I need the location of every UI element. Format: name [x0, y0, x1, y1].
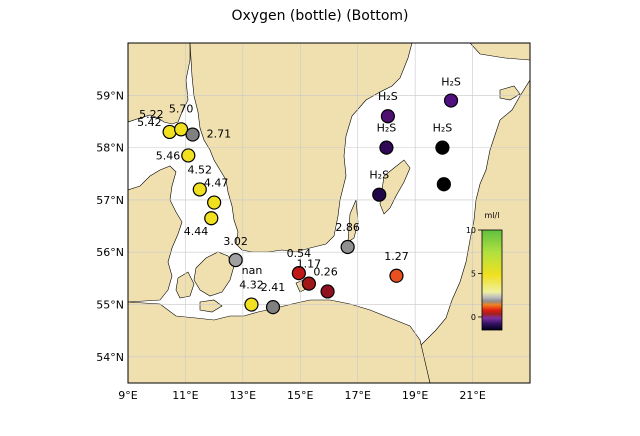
lat-tick-label: 56°N — [96, 246, 124, 259]
lon-tick-label: 9°E — [118, 389, 137, 402]
station-value-label: 5.70 — [169, 102, 194, 115]
lon-tick-label: 13°E — [230, 389, 256, 402]
station-marker[interactable] — [301, 276, 316, 291]
land-oland — [347, 199, 359, 243]
station-marker[interactable] — [181, 148, 196, 163]
lat-tick-label: 59°N — [96, 89, 124, 102]
station-value-label: 4.44 — [184, 225, 209, 238]
tick-labels: 9°E 11°E 13°E 15°E 17°E 19°E 21°E 54°N 55°N 56°N 5… — [96, 89, 486, 402]
station-marker[interactable] — [320, 284, 335, 299]
land-norway — [128, 43, 191, 125]
lat-tick-label: 55°N — [96, 299, 124, 312]
station-marker[interactable] — [207, 195, 222, 210]
station-marker[interactable] — [204, 211, 219, 226]
station-marker[interactable] — [291, 266, 306, 281]
lat-tick-label: 57°N — [96, 194, 124, 207]
land-lolland — [199, 299, 223, 313]
land-baltic-states — [419, 79, 530, 383]
station-value-label: 2.71 — [207, 128, 232, 141]
colorbar-ticks: 0 5 10 — [466, 226, 482, 322]
station-marker[interactable] — [244, 297, 259, 312]
station-value-label: H₂S — [441, 76, 461, 89]
colorbar-tick-label: 10 — [466, 226, 476, 235]
station-marker[interactable] — [443, 93, 459, 108]
land-funen — [175, 271, 195, 299]
station-marker[interactable] — [265, 300, 281, 315]
station-value-label: 0.54 — [287, 247, 312, 260]
station-value-label: H₂S — [377, 122, 397, 135]
station-marker[interactable] — [228, 252, 243, 268]
station-value-label: H₂S — [378, 90, 398, 103]
land-saaremaa — [499, 85, 521, 101]
station-value-label: 5.22 — [139, 108, 164, 121]
station-value-label: 5.42 — [137, 116, 162, 129]
station-marker[interactable] — [192, 182, 207, 197]
station-value-label: 2.41 — [261, 281, 286, 294]
station-marker[interactable] — [372, 187, 387, 202]
lon-tick-label: 15°E — [287, 389, 313, 402]
map-title: Oxygen (bottle) (Bottom) — [231, 8, 409, 24]
colorbar-gradient — [481, 229, 503, 331]
station-value-label: 4.32 — [239, 279, 264, 292]
station-value-label: 4.52 — [188, 163, 213, 176]
land-zealand — [193, 251, 235, 297]
lon-tick-label: 17°E — [344, 389, 370, 402]
station-marker[interactable] — [185, 127, 200, 142]
station-value-label: 2.86 — [335, 221, 360, 234]
lon-tick-label: 19°E — [402, 389, 428, 402]
station-marker[interactable] — [340, 239, 355, 255]
lat-tick-label: 58°N — [96, 142, 124, 155]
land-germany-poland — [128, 299, 431, 383]
station-marker[interactable] — [436, 177, 451, 192]
colorbar-tick-label: 5 — [471, 269, 476, 278]
station-value-label: 4.47 — [204, 177, 229, 190]
station-value-label: 5.46 — [156, 149, 181, 162]
station-value-label: 1.17 — [297, 258, 322, 271]
station-marker[interactable] — [174, 122, 189, 137]
stations-layer: 5.225.42 5.70 2.71 5.46 4.524.47 4.44 3.02 nan 4… — [137, 76, 461, 315]
lat-tick-label: 54°N — [96, 351, 124, 364]
station-value-label: nan — [242, 264, 263, 277]
station-value-label: H₂S — [369, 169, 389, 182]
station-value-label: H₂S — [433, 122, 453, 135]
station-value-label: 1.27 — [384, 250, 409, 263]
lon-tick-label: 11°E — [172, 389, 198, 402]
colorbar-tick-label: 0 — [471, 313, 476, 322]
map-frame — [127, 42, 531, 384]
station-marker[interactable] — [435, 140, 450, 155]
station-marker[interactable] — [380, 109, 395, 124]
station-marker[interactable] — [162, 124, 177, 140]
station-marker[interactable] — [389, 268, 404, 283]
colorbar: ml/l 0 5 10 — [466, 211, 503, 331]
lon-tick-label: 21°E — [459, 389, 485, 402]
station-value-label: 3.02 — [223, 235, 248, 248]
station-value-label: 0.26 — [313, 265, 338, 278]
land-finland — [469, 43, 530, 61]
colorbar-unit: ml/l — [485, 211, 500, 220]
station-marker[interactable] — [379, 140, 394, 155]
